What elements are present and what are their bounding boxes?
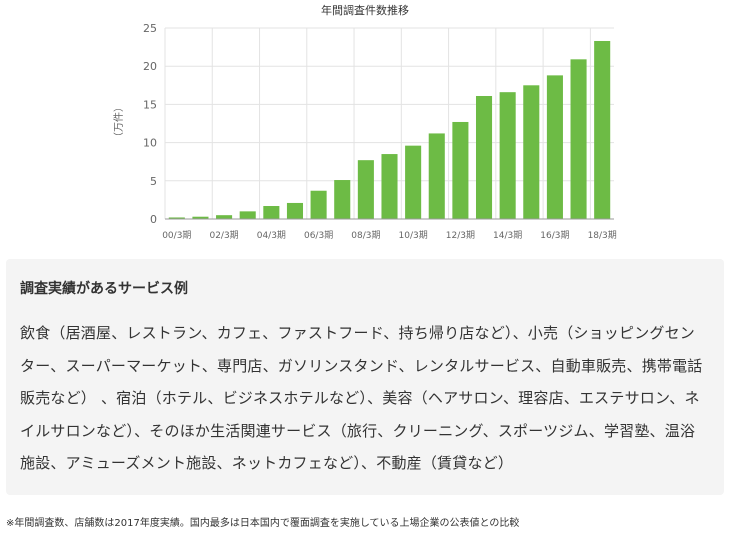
bar-04/3期 xyxy=(263,206,280,219)
bar-07/3期 xyxy=(334,180,351,219)
bar-14/3期 xyxy=(499,92,516,219)
service-examples-title: 調査実績があるサービス例 xyxy=(20,281,188,297)
footnote: ※年間調査数、店舗数は2017年度実績。国内最多は日本国内で覆面調査を実施してい… xyxy=(6,518,520,529)
y-tick-labels: 0 5 10 15 20 25 xyxy=(143,22,157,226)
x-tick-label: 02/3期 xyxy=(209,230,238,241)
x-tick-label: 06/3期 xyxy=(304,230,333,241)
y-axis-label: （万件） xyxy=(113,102,125,142)
bar-01/3期 xyxy=(192,216,209,219)
y-tick-label: 0 xyxy=(150,213,157,226)
y-tick-label: 5 xyxy=(150,175,157,188)
bar-15/3期 xyxy=(523,85,540,219)
y-tick-label: 20 xyxy=(143,60,157,73)
service-examples-panel: 調査実績があるサービス例 飲食（居酒屋、レストラン、カフェ、ファストフード、持ち… xyxy=(6,259,724,495)
bar-10/3期 xyxy=(405,145,422,219)
bar-chart: 年間調査件数推移 （万件） 0 5 10 15 20 25 00/3期 02/3期 04/3期… xyxy=(113,3,617,241)
x-tick-labels: 00/3期 02/3期 04/3期 06/3期 08/3期 10/3期 12/3期 14/3期… xyxy=(162,230,617,241)
x-tick-label: 08/3期 xyxy=(351,230,380,241)
x-tick-label: 04/3期 xyxy=(257,230,286,241)
chart-title: 年間調査件数推移 xyxy=(321,3,409,17)
x-tick-label: 18/3期 xyxy=(588,230,617,241)
y-tick-label: 25 xyxy=(143,22,157,35)
x-tick-label: 10/3期 xyxy=(399,230,428,241)
bar-09/3期 xyxy=(381,154,398,219)
bar-13/3期 xyxy=(475,95,493,219)
bar-02/3期 xyxy=(216,215,233,219)
x-tick-label: 12/3期 xyxy=(446,230,475,241)
bar-16/3期 xyxy=(546,75,563,219)
bar-12/3期 xyxy=(452,121,469,219)
y-tick-label: 10 xyxy=(143,137,157,150)
x-tick-label: 00/3期 xyxy=(162,230,191,241)
bar-03/3期 xyxy=(239,211,256,219)
service-examples-body: 飲食（居酒屋、レストラン、カフェ、ファストフード、持ち帰り店など）、小売（ショッ… xyxy=(20,324,703,472)
bar-06/3期 xyxy=(310,190,327,219)
y-tick-label: 15 xyxy=(143,98,157,111)
bar-17/3期 xyxy=(570,59,587,219)
x-tick-label: 16/3期 xyxy=(540,230,569,241)
bar-00/3期 xyxy=(168,217,185,219)
bar-08/3期 xyxy=(357,160,374,219)
bar-11/3期 xyxy=(428,133,445,219)
grid-lines xyxy=(164,27,614,219)
bars xyxy=(168,40,611,219)
bar-18/3期 xyxy=(594,40,611,219)
x-tick-label: 14/3期 xyxy=(493,230,522,241)
bar-05/3期 xyxy=(286,202,304,219)
